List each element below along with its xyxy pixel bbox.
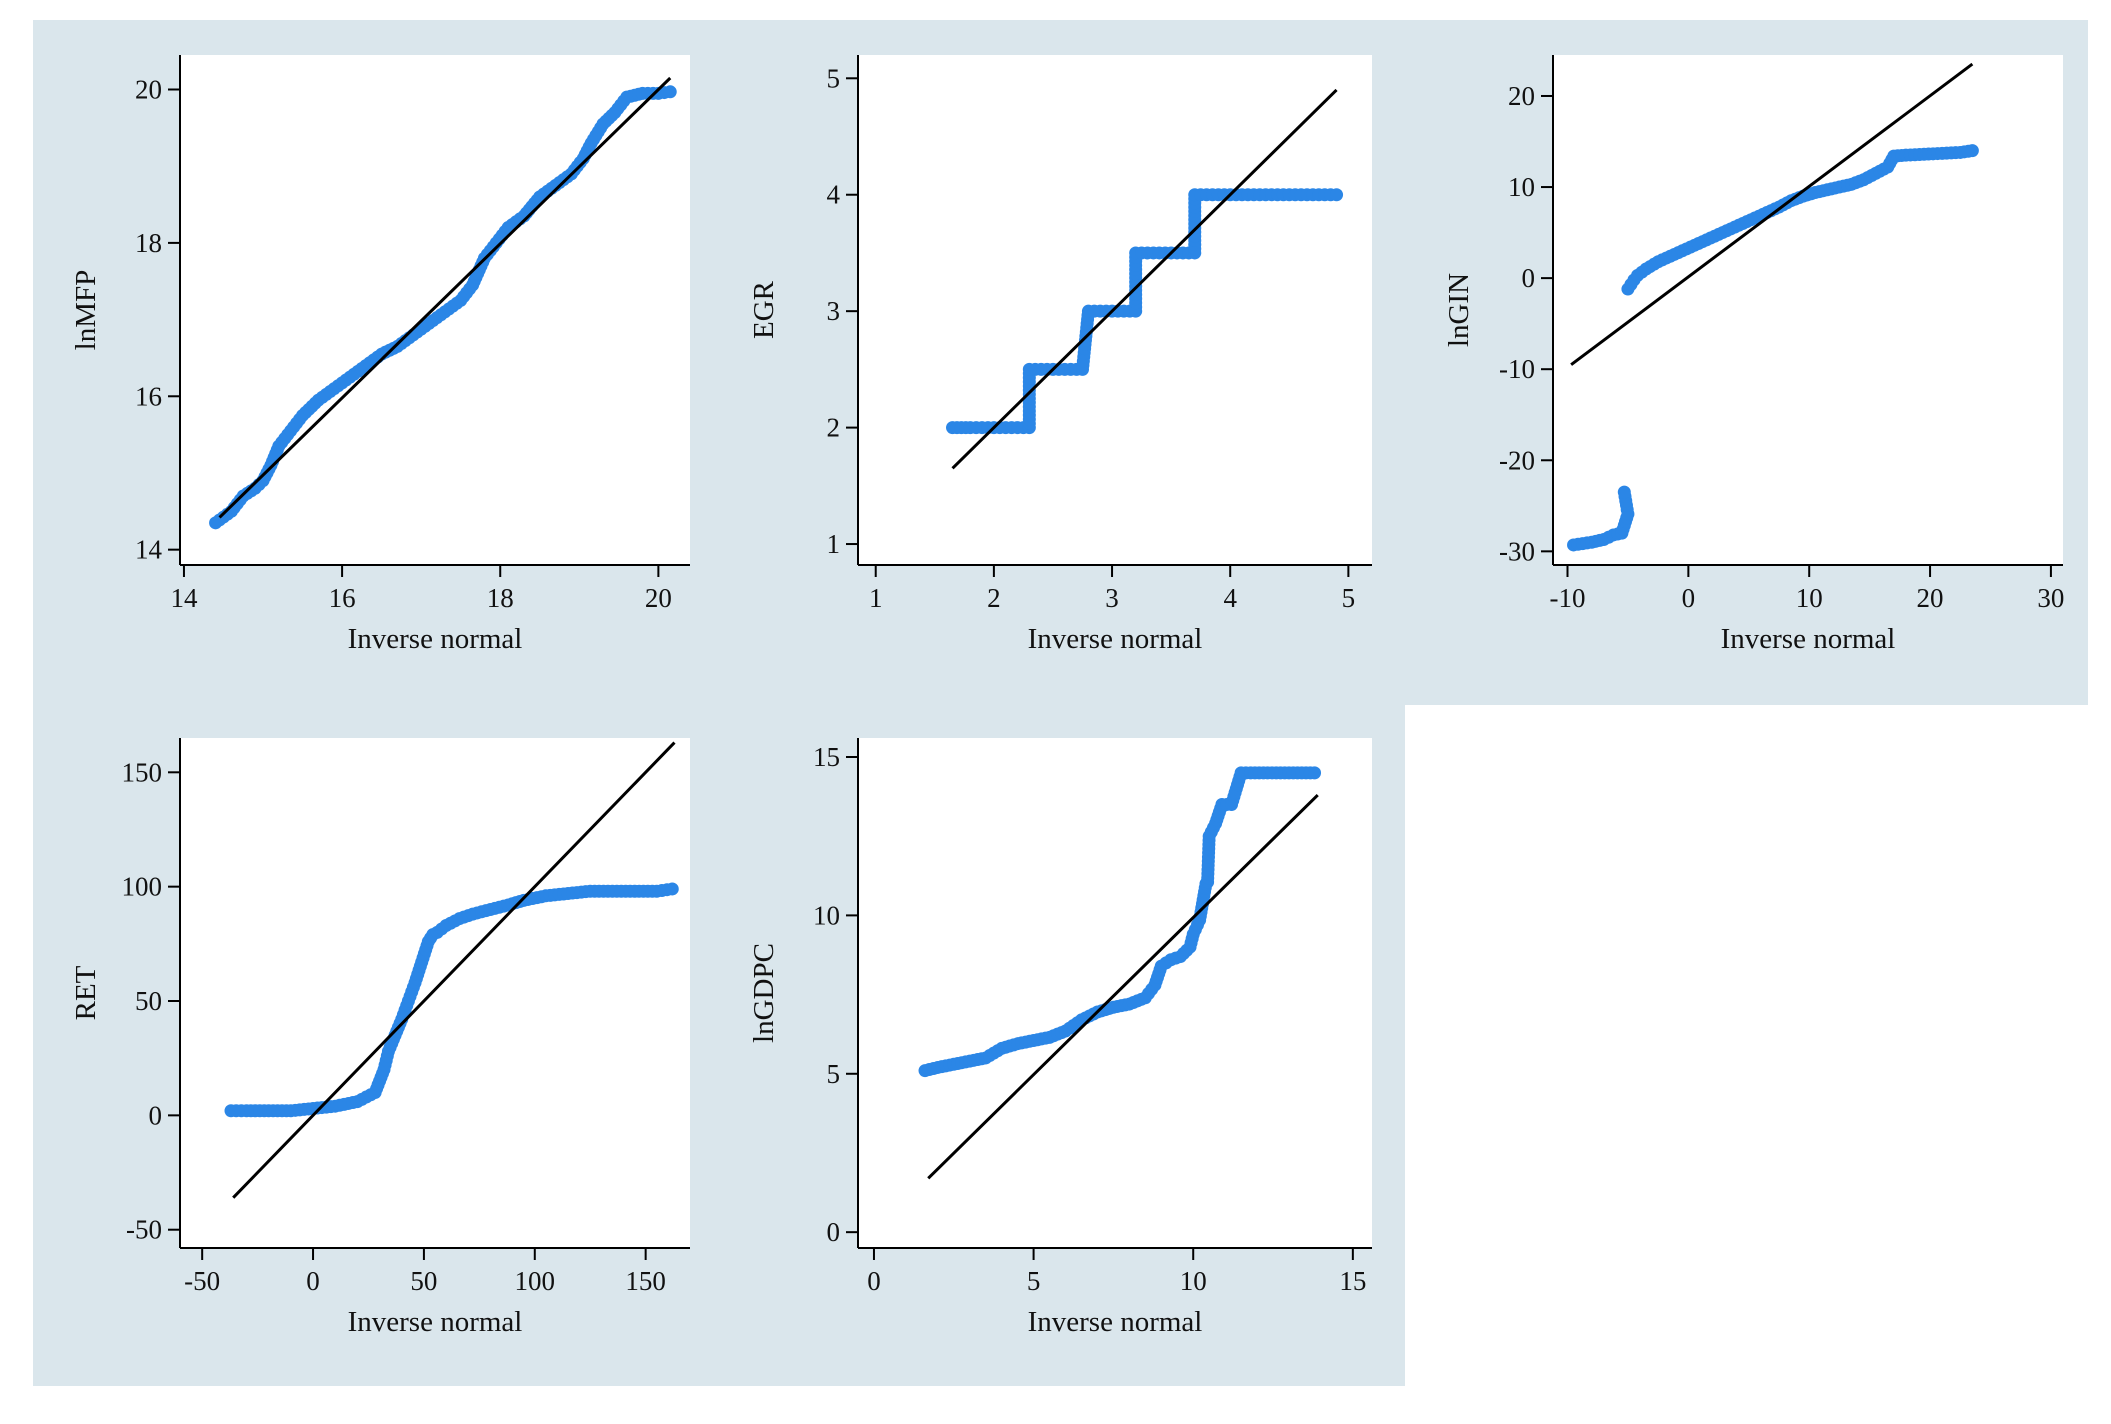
y-tick-label: 5 bbox=[827, 1059, 841, 1089]
x-tick-label: 20 bbox=[645, 583, 672, 613]
x-tick-label: -50 bbox=[184, 1266, 220, 1296]
chart-lnmfp: 14 16 18 20 14 16 18 20 Inverse normal lnMFP bbox=[70, 55, 690, 655]
y-tick-label: 10 bbox=[1508, 172, 1535, 202]
y-axis-title: EGR bbox=[748, 280, 780, 339]
plot-area bbox=[180, 738, 690, 1248]
data-point bbox=[665, 882, 679, 896]
x-tick-label: 4 bbox=[1223, 583, 1237, 613]
y-axis-title: lnMFP bbox=[70, 270, 102, 351]
x-tick-label: 0 bbox=[1682, 583, 1696, 613]
x-tick-label: 2 bbox=[987, 583, 1001, 613]
chart-lngin: -30 -20 -10 0 10 20 -10 0 10 20 30 Inverse normal ln… bbox=[1443, 55, 2064, 655]
y-tick-label: 0 bbox=[149, 1100, 163, 1130]
y-tick-label: 3 bbox=[827, 296, 841, 326]
y-tick-label: 150 bbox=[122, 757, 163, 787]
x-axis-title: Inverse normal bbox=[1721, 623, 1896, 655]
y-tick-label: 4 bbox=[827, 180, 841, 210]
y-tick-label: 15 bbox=[813, 742, 840, 772]
y-tick-label: 16 bbox=[135, 381, 162, 411]
y-tick-label: 20 bbox=[135, 75, 162, 105]
y-tick-label: -10 bbox=[1499, 354, 1535, 384]
x-tick-label: 18 bbox=[487, 583, 514, 613]
y-tick-label: 2 bbox=[827, 413, 841, 443]
x-axis-title: Inverse normal bbox=[1028, 1306, 1203, 1338]
x-tick-label: 1 bbox=[869, 583, 883, 613]
x-tick-label: -10 bbox=[1550, 583, 1586, 613]
x-tick-label: 20 bbox=[1917, 583, 1944, 613]
x-axis-title: Inverse normal bbox=[1028, 623, 1203, 655]
x-tick-label: 150 bbox=[625, 1266, 666, 1296]
y-tick-label: 0 bbox=[827, 1217, 841, 1247]
y-tick-label: 1 bbox=[827, 529, 841, 559]
data-point bbox=[1308, 766, 1322, 780]
x-tick-label: 5 bbox=[1342, 583, 1356, 613]
x-tick-label: 100 bbox=[515, 1266, 556, 1296]
y-tick-label: 18 bbox=[135, 228, 162, 258]
x-tick-label: 3 bbox=[1105, 583, 1119, 613]
chart-egr: 1 2 3 4 5 1 2 3 4 5 Inverse normal EGR bbox=[748, 55, 1372, 655]
x-tick-label: 30 bbox=[2037, 583, 2064, 613]
data-points bbox=[918, 766, 1322, 1078]
x-tick-label: 14 bbox=[170, 583, 198, 613]
y-tick-label: -20 bbox=[1499, 445, 1535, 475]
data-point bbox=[663, 85, 677, 99]
y-tick-label: 100 bbox=[122, 872, 163, 902]
data-point bbox=[1330, 188, 1344, 202]
y-tick-label: -30 bbox=[1499, 536, 1535, 566]
x-tick-label: 16 bbox=[329, 583, 356, 613]
chart-ret: -50 0 50 100 150 -50 0 50 100 150 Inverse normal RE… bbox=[70, 738, 690, 1338]
x-tick-label: 5 bbox=[1027, 1266, 1041, 1296]
x-axis-title: Inverse normal bbox=[348, 623, 523, 655]
y-tick-label: 14 bbox=[135, 535, 163, 565]
x-tick-label: 10 bbox=[1796, 583, 1823, 613]
data-point bbox=[1617, 485, 1631, 499]
y-tick-label: 20 bbox=[1508, 81, 1535, 111]
x-axis-title: Inverse normal bbox=[348, 1306, 523, 1338]
x-tick-label: 0 bbox=[306, 1266, 320, 1296]
y-tick-label: 50 bbox=[135, 986, 162, 1016]
reference-line bbox=[927, 793, 1319, 1180]
reference-line bbox=[232, 741, 676, 1199]
x-tick-label: 0 bbox=[867, 1266, 881, 1296]
data-point bbox=[1965, 144, 1979, 158]
y-axis-title: RET bbox=[70, 965, 102, 1020]
y-tick-label: 0 bbox=[1522, 263, 1536, 293]
y-axis-title: lnGIN bbox=[1443, 273, 1475, 347]
y-tick-label: -50 bbox=[126, 1215, 162, 1245]
reference-line bbox=[951, 88, 1338, 470]
x-tick-label: 50 bbox=[410, 1266, 437, 1296]
x-tick-label: 10 bbox=[1180, 1266, 1207, 1296]
y-tick-label: 5 bbox=[827, 63, 841, 93]
reference-line bbox=[218, 76, 672, 519]
x-tick-label: 15 bbox=[1339, 1266, 1366, 1296]
y-axis-title: lnGDPC bbox=[748, 943, 780, 1043]
y-tick-label: 10 bbox=[813, 900, 840, 930]
chart-lngdpc: 0 5 10 15 0 5 10 15 Inverse normal lnGDPC bbox=[748, 738, 1372, 1338]
plot-area bbox=[1553, 55, 2063, 565]
reference-line bbox=[1570, 62, 1974, 366]
